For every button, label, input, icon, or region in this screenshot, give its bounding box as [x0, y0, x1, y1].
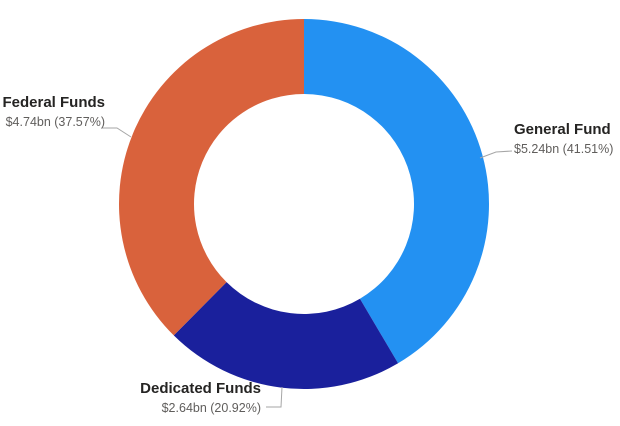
label-dedicated-funds-value: $2.64bn (20.92%)	[161, 401, 261, 415]
label-federal-funds: Federal Funds $4.74bn (37.57%)	[2, 93, 105, 131]
label-federal-funds-value: $4.74bn (37.57%)	[5, 115, 105, 129]
label-federal-funds-title: Federal Funds	[2, 94, 105, 111]
label-dedicated-funds: Dedicated Funds $2.64bn (20.92%)	[140, 379, 261, 417]
label-general-fund: General Fund $5.24bn (41.51%)	[514, 120, 613, 158]
donut-slice-general-fund[interactable]	[304, 19, 490, 364]
label-dedicated-funds-title: Dedicated Funds	[140, 380, 261, 397]
donut-slice-federal-funds[interactable]	[118, 19, 304, 336]
donut-slices	[118, 19, 490, 390]
leader-line-federal-funds	[102, 127, 132, 138]
leader-line-general-fund	[479, 150, 513, 159]
label-general-fund-value: $5.24bn (41.51%)	[514, 142, 614, 156]
leader-line-dedicated-funds	[266, 386, 283, 408]
donut-slice-dedicated-funds[interactable]	[173, 282, 399, 390]
label-general-fund-title: General Fund	[514, 121, 611, 138]
